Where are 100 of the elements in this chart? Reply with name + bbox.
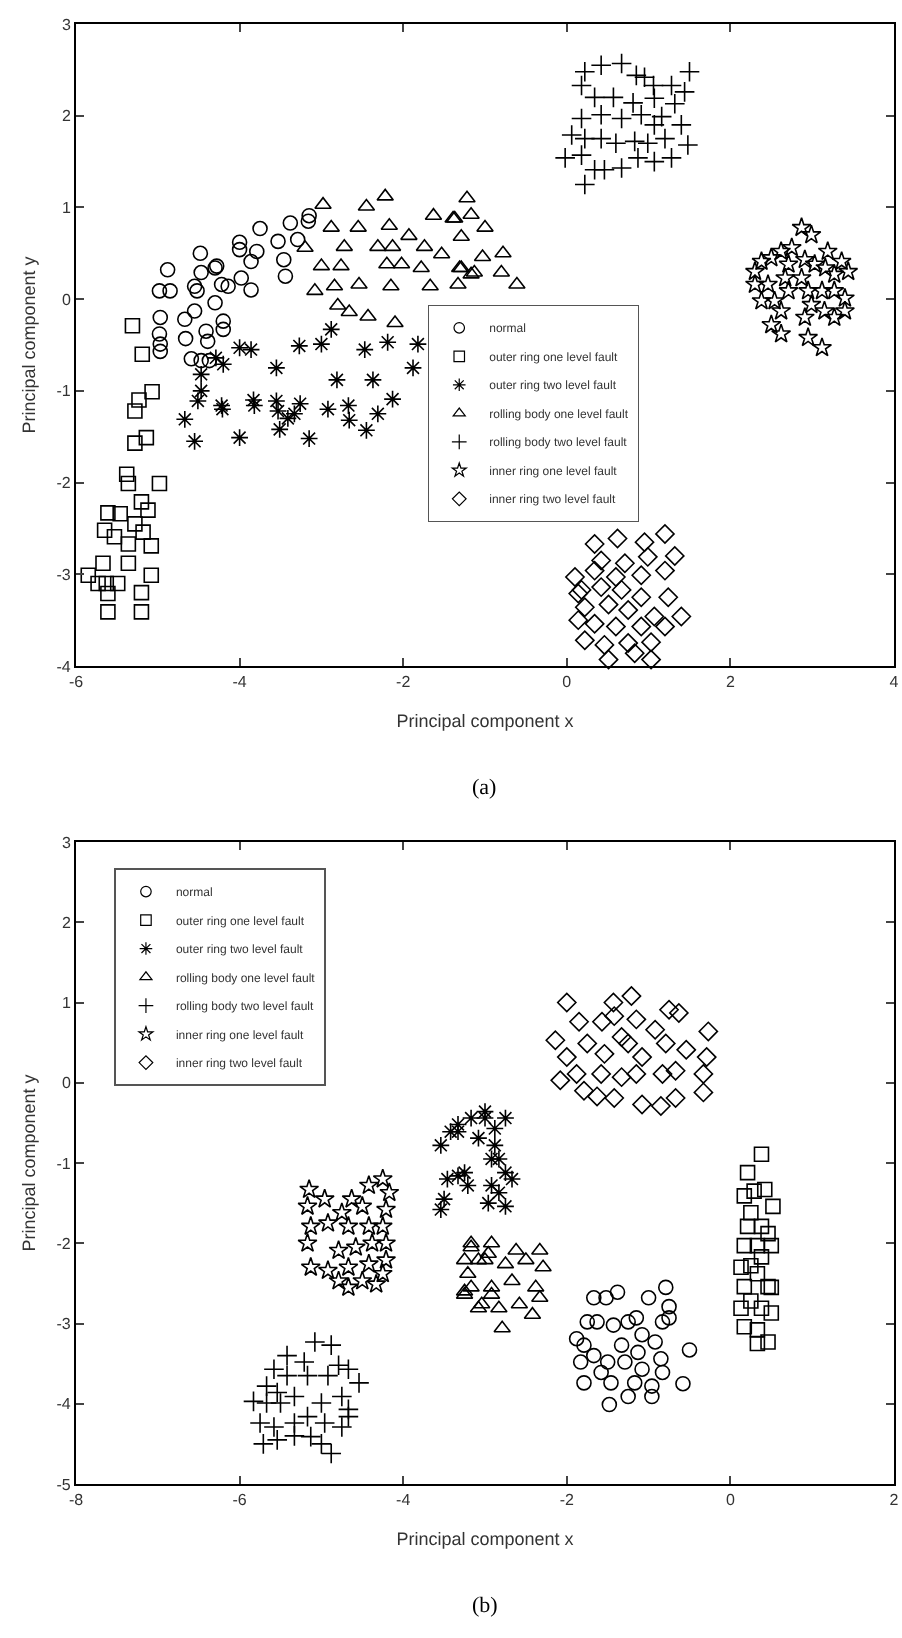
point: [310, 1392, 332, 1414]
point: [191, 365, 211, 384]
point: [831, 250, 852, 271]
point: [318, 400, 338, 419]
point: [90, 575, 106, 592]
point: [801, 224, 822, 244]
point: [296, 239, 314, 253]
point: [586, 1290, 602, 1306]
x-tick-label: -4: [232, 673, 248, 692]
point: [283, 1425, 305, 1447]
point: [290, 336, 309, 356]
point: [568, 1330, 585, 1347]
point: [814, 300, 835, 320]
point: [337, 1406, 359, 1428]
point: [448, 1166, 468, 1186]
point: [590, 104, 612, 126]
point: [801, 294, 822, 314]
y-tick-label: -2: [56, 474, 72, 493]
point: [300, 1215, 321, 1236]
point: [327, 1354, 350, 1376]
point: [355, 340, 374, 359]
point: [751, 290, 772, 310]
point: [143, 538, 160, 554]
point: [152, 343, 169, 360]
point: [824, 280, 845, 300]
point: [593, 1364, 609, 1381]
point: [739, 1218, 756, 1235]
point: [133, 584, 150, 601]
point: [778, 280, 799, 300]
point: [339, 396, 358, 415]
point: [664, 546, 685, 566]
point: [771, 240, 792, 261]
point: [661, 1310, 677, 1326]
point: [358, 1253, 379, 1273]
point: [300, 213, 317, 229]
point: [408, 334, 428, 354]
point: [338, 1256, 359, 1277]
point: [98, 575, 115, 592]
point: [127, 516, 143, 532]
point: [249, 1412, 271, 1434]
point: [534, 1259, 552, 1272]
point: [386, 315, 404, 328]
point: [545, 1030, 566, 1051]
point: [665, 1088, 686, 1108]
point: [693, 1064, 714, 1084]
point: [574, 630, 595, 651]
point: [736, 1237, 753, 1254]
point: [485, 1136, 505, 1155]
point: [815, 257, 836, 277]
point: [189, 283, 205, 299]
point: [143, 567, 160, 583]
point: [133, 604, 150, 620]
y-tick-label: 0: [61, 290, 72, 309]
point: [618, 1033, 639, 1054]
y-tick-label: -2: [56, 1234, 72, 1253]
point: [297, 1195, 318, 1216]
point: [637, 546, 658, 567]
point: [175, 410, 194, 429]
point: [331, 1202, 352, 1222]
point: [594, 1043, 615, 1064]
point: [592, 1011, 612, 1032]
point: [611, 1027, 632, 1047]
point: [696, 1047, 717, 1067]
point: [340, 411, 359, 430]
point: [574, 173, 596, 196]
point: [290, 394, 310, 413]
x-axis-title: Principal component x: [396, 1528, 575, 1549]
point: [151, 326, 168, 342]
point: [763, 1305, 780, 1321]
point: [201, 352, 218, 369]
point: [598, 1290, 614, 1306]
point: [131, 392, 147, 408]
point: [243, 282, 259, 298]
point: [494, 245, 512, 258]
point: [458, 1176, 478, 1195]
point: [794, 306, 815, 327]
point: [574, 597, 595, 618]
point: [653, 1351, 669, 1367]
point: [621, 986, 642, 1006]
point: [213, 400, 232, 419]
point: [362, 1232, 383, 1252]
point: [579, 1314, 596, 1330]
point: [100, 604, 116, 620]
point: [627, 147, 649, 169]
point: [476, 1252, 494, 1265]
point: [749, 1335, 766, 1352]
point: [278, 409, 298, 428]
y-tick-label: -3: [56, 565, 72, 584]
point: [152, 309, 169, 326]
point: [753, 1218, 770, 1235]
point: [452, 228, 471, 242]
point: [587, 1086, 607, 1107]
point: [603, 1375, 619, 1391]
point: [186, 278, 203, 295]
point: [570, 144, 593, 166]
x-tick-label: -4: [396, 1491, 412, 1510]
point: [613, 1337, 630, 1353]
point: [577, 1033, 598, 1054]
point: [605, 616, 626, 637]
point: [632, 1094, 652, 1115]
